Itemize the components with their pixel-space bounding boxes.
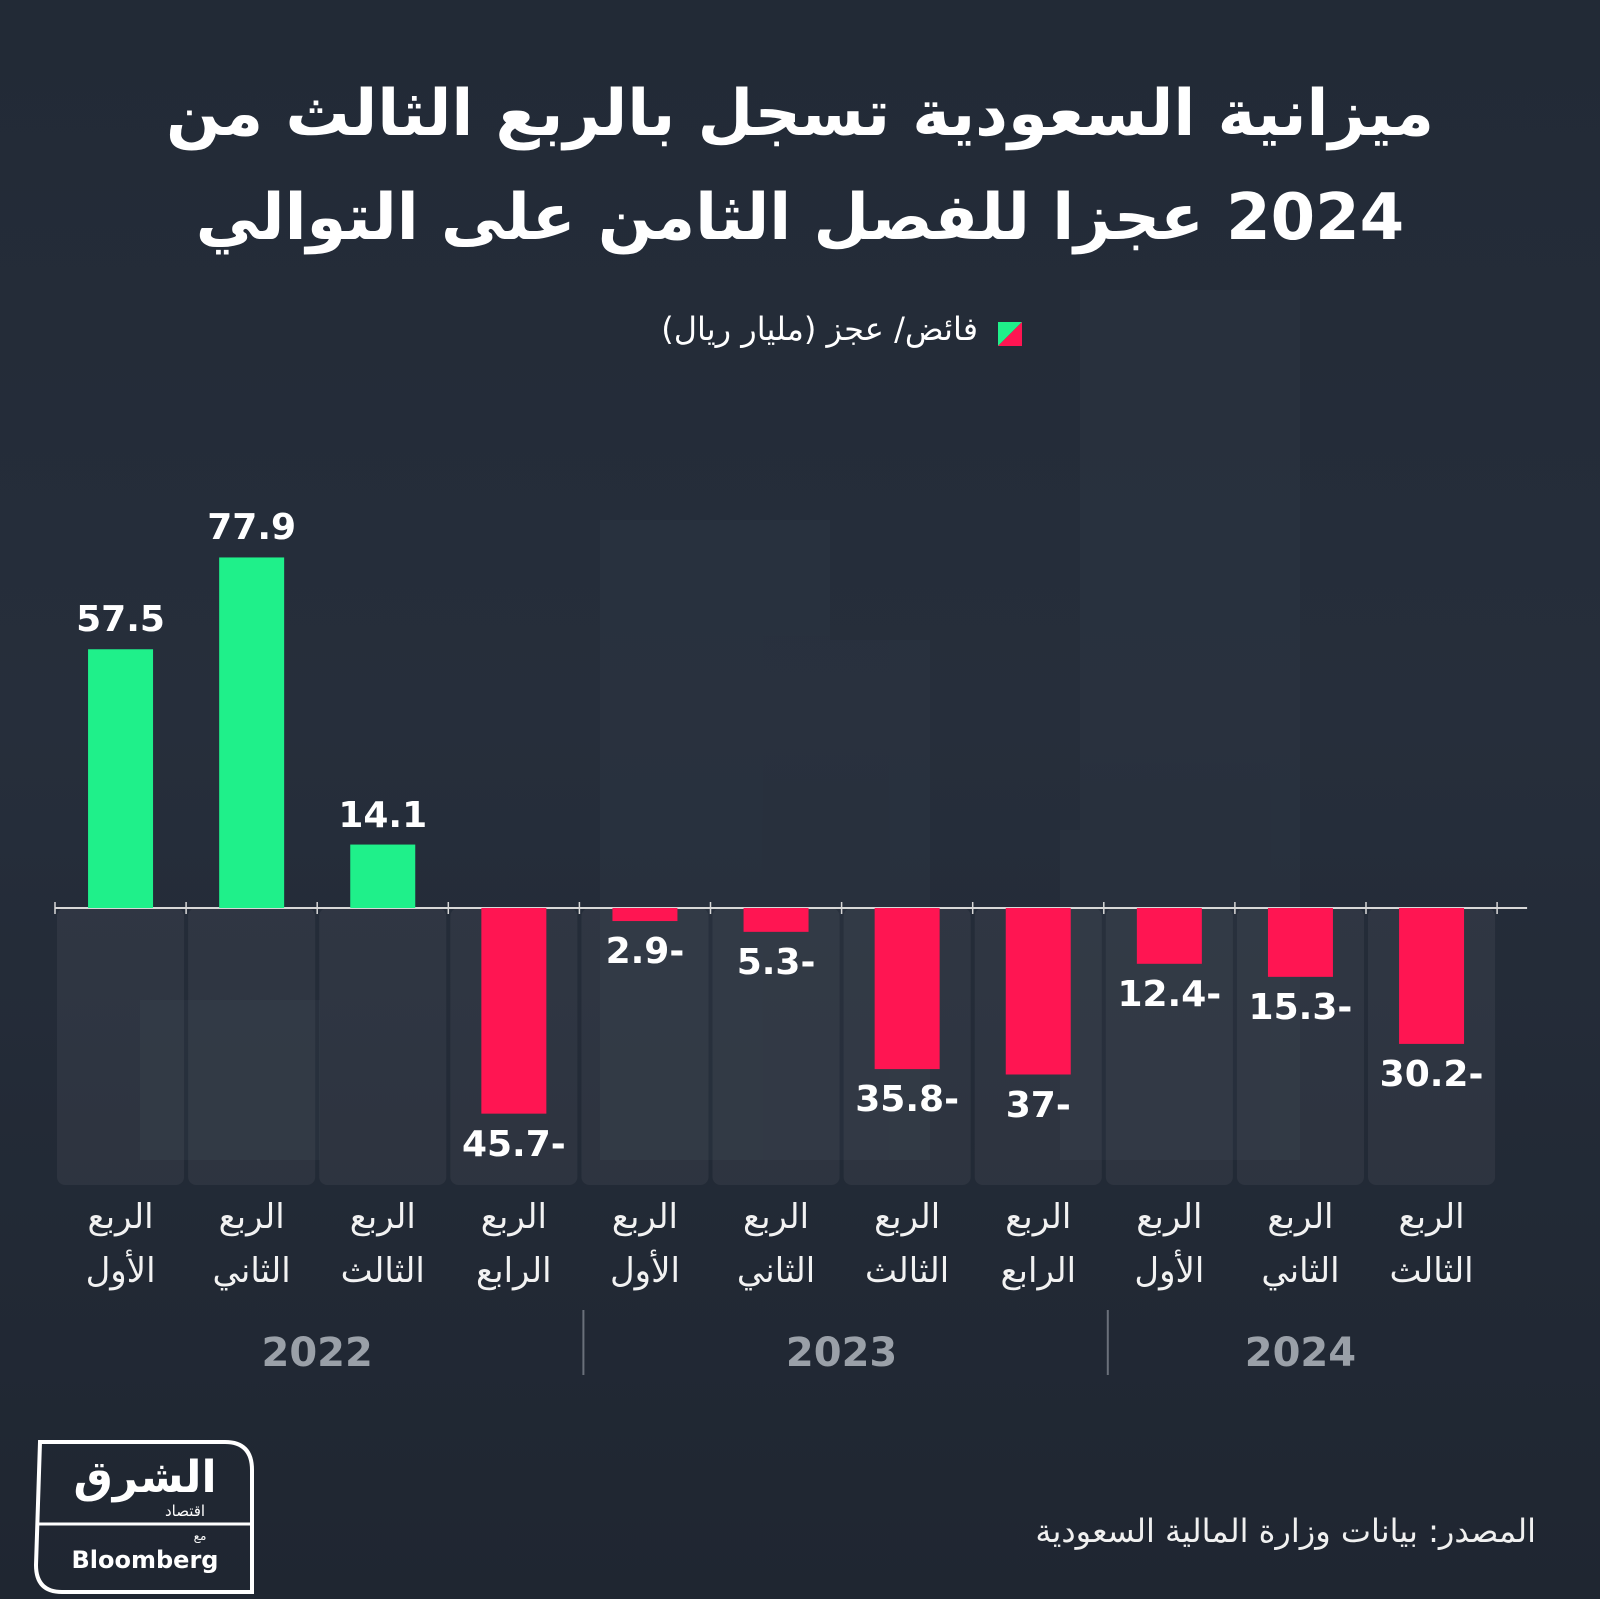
bar — [1399, 908, 1465, 1044]
logo-frame — [33, 1440, 254, 1594]
value-label: 12.4- — [1117, 973, 1222, 1015]
x-tick-label: الربع الثالث — [865, 1197, 950, 1291]
value-label: 57.5 — [76, 599, 165, 641]
bar — [743, 908, 809, 932]
logo: الشرق اقتصاد مع Bloomberg — [33, 1440, 254, 1594]
group-label: 2022 — [261, 1330, 373, 1376]
bar — [1267, 908, 1333, 977]
legend-label: فائض/ عجز (مليار ريال) — [661, 310, 978, 348]
bar — [219, 557, 285, 908]
chart-title: ميزانية السعودية تسجل بالربع الثالث من 2… — [165, 77, 1435, 255]
value-label: 35.8- — [855, 1079, 960, 1121]
bar — [1005, 908, 1071, 1075]
value-label: 2.9- — [605, 931, 685, 973]
value-label: 15.3- — [1248, 986, 1353, 1028]
bar — [874, 908, 940, 1070]
x-tick-label: الربع الرابع — [476, 1197, 552, 1291]
legend-swatch-negative — [998, 322, 1022, 346]
bar — [1136, 908, 1202, 964]
group-label: 2024 — [1244, 1330, 1357, 1376]
logo-subtitle: اقتصاد — [165, 1502, 205, 1520]
x-tick-label: الربع الثاني — [736, 1197, 816, 1291]
column-background — [57, 908, 185, 1185]
value-label: 37- — [1005, 1084, 1071, 1126]
x-tick-label: الربع الأول — [1134, 1197, 1205, 1291]
x-tick-label: الربع الثالث — [340, 1197, 425, 1291]
group-label: 2023 — [785, 1330, 898, 1376]
x-tick-label: الربع الأول — [609, 1197, 680, 1291]
column-background — [188, 908, 316, 1185]
column-background — [581, 908, 709, 1185]
column-background — [1236, 908, 1364, 1185]
background-buildings — [140, 290, 1300, 1160]
bar — [350, 844, 416, 908]
x-tick-label: الربع الأول — [85, 1197, 156, 1291]
x-tick-label: الربع الثالث — [1389, 1197, 1474, 1291]
bar — [612, 908, 678, 922]
bar — [88, 649, 154, 908]
value-label: 14.1 — [338, 794, 428, 836]
x-tick-label: الربع الثاني — [1261, 1197, 1340, 1291]
column-background — [712, 908, 840, 1185]
value-label: 5.3- — [736, 941, 816, 983]
logo-name: الشرق — [73, 1452, 216, 1503]
column-background — [319, 908, 447, 1185]
source: المصدر: بيانات وزارة المالية السعودية — [1035, 1512, 1536, 1550]
value-label: 77.9 — [207, 507, 297, 549]
bar — [481, 908, 547, 1114]
logo-partner: Bloomberg — [72, 1546, 219, 1574]
logo-with: مع — [194, 1529, 207, 1543]
value-label: 30.2- — [1379, 1053, 1484, 1095]
value-label: 45.7- — [461, 1123, 566, 1165]
column-background — [1105, 908, 1233, 1185]
x-tick-label: الربع الرابع — [1000, 1197, 1077, 1291]
legend-swatch — [998, 322, 1022, 346]
x-tick-label: الربع الثاني — [212, 1197, 291, 1291]
